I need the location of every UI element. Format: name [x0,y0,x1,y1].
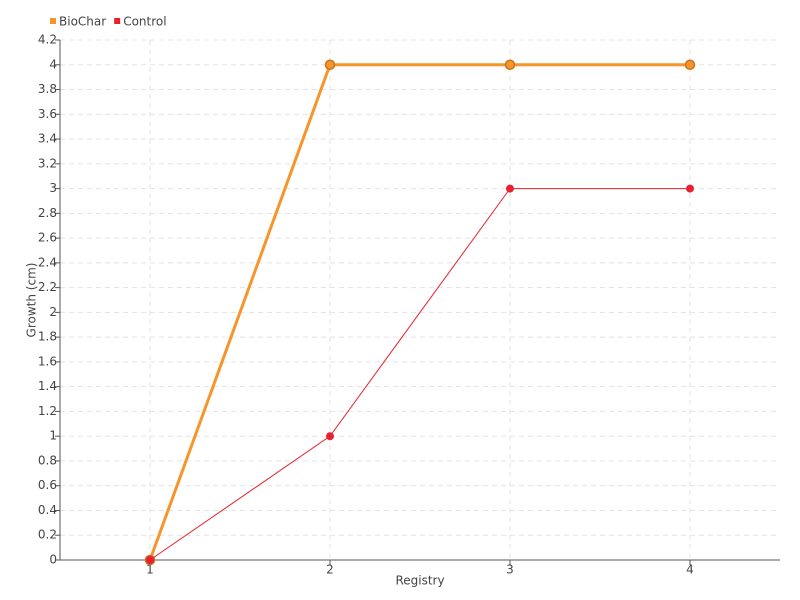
y-tick-label: 3.8 [38,82,57,96]
y-tick-label: 0.4 [38,503,57,517]
y-tick-label: 0 [49,553,57,567]
series-line [149,188,690,561]
x-tick-label: 3 [506,563,514,577]
y-tick-label: 0.6 [38,478,57,492]
x-tick-label: 1 [146,563,154,577]
y-tick-label: 3 [49,181,57,195]
y-tick-label: 2 [49,305,57,319]
y-tick-label: 1.4 [38,379,57,393]
y-tick-label: 4 [49,57,57,71]
legend-label: Control [123,15,166,29]
y-tick-label: 1.2 [38,404,57,418]
point [504,59,516,71]
y-tick-label: 2.2 [38,280,57,294]
y-tick-label: 2.8 [38,206,57,220]
legend-swatch [114,18,121,24]
y-tick-label: 3.2 [38,156,57,170]
point [684,59,696,71]
x-tick-label: 4 [686,563,694,577]
y-tick-label: 2.4 [38,255,57,269]
legend-swatch [50,18,56,24]
point [686,184,694,193]
y-axis-title: Growth (cm) [25,263,39,338]
point [146,556,154,564]
point [326,432,334,441]
legend-label: BioChar [59,15,106,29]
y-tick-label: 0.2 [38,528,57,542]
y-tick-label: 4.2 [38,33,57,47]
y-tick-label: 3.4 [38,132,57,146]
y-tick-label: 1.8 [38,330,57,344]
y-tick-label: 2.6 [38,231,57,245]
point [324,59,336,71]
point [506,184,514,193]
series-line [148,63,690,561]
x-tick-label: 2 [326,563,334,577]
y-tick-label: 0.8 [38,453,57,467]
y-tick-label: 1 [49,429,57,443]
x-axis-title: Registry [395,574,444,588]
y-tick-label: 1.6 [38,354,57,368]
y-tick-label: 3.6 [38,107,57,121]
